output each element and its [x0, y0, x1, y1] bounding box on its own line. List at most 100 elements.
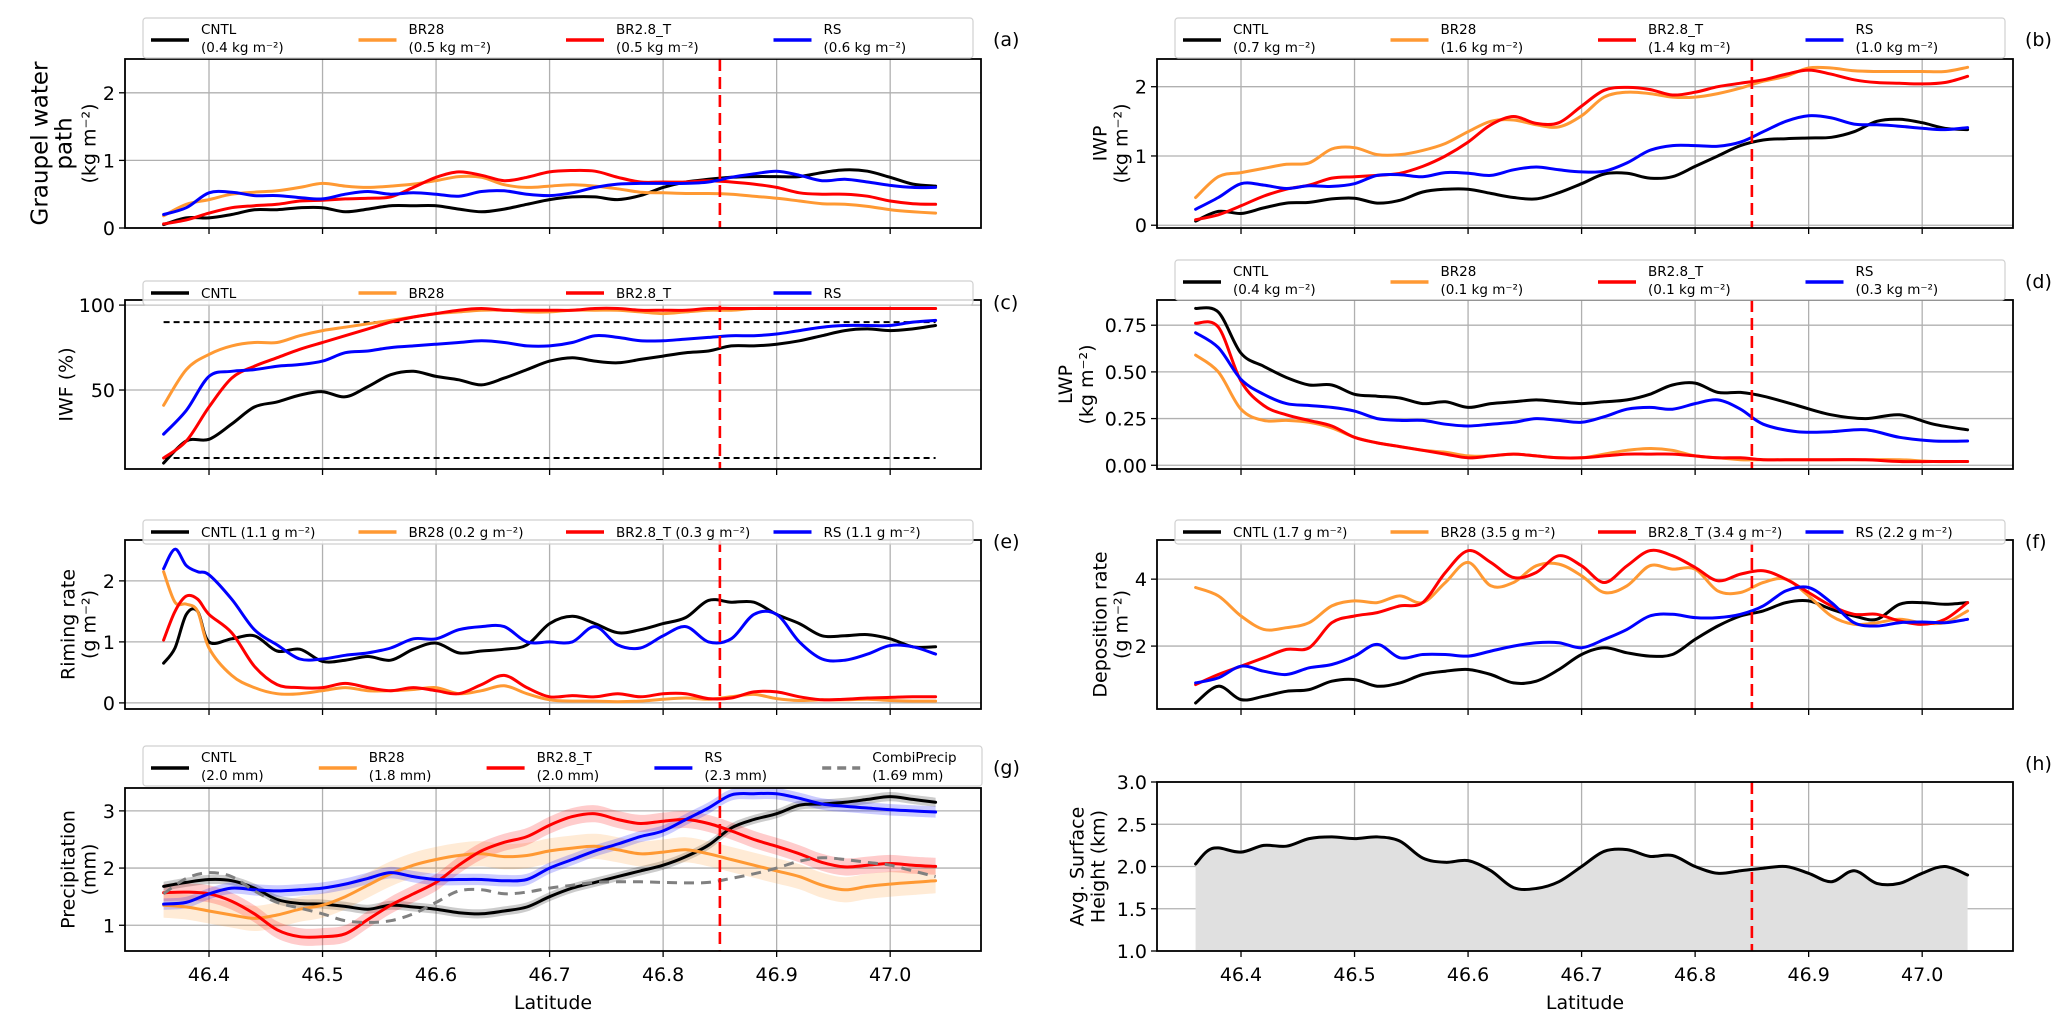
legend-label: CombiPrecip: [872, 750, 956, 766]
axes-frame: [124, 787, 982, 952]
legend-item: CNTL (0.4 kg m⁻²): [1183, 264, 1316, 298]
y-axis-label-line: LWP: [1055, 365, 1077, 404]
legend-label: BR28: [409, 286, 445, 302]
legend-item: BR28 (1.6 kg m⁻²): [1390, 22, 1524, 56]
legend-label: RS: [824, 22, 842, 38]
y-axis-label-line: Avg. Surface: [1067, 807, 1089, 927]
legend-detail: (0.5 kg m⁻²): [616, 40, 699, 56]
y-axis-label-line: (g m⁻²): [79, 590, 101, 659]
x-axis-label: Latitude: [1546, 992, 1624, 1014]
panel-label: (h): [2025, 753, 2052, 775]
y-axis-label-line: (mm): [79, 844, 101, 896]
legend-detail: (0.3 kg m⁻²): [1856, 282, 1939, 298]
x-tick-label: 47.0: [1901, 964, 1943, 986]
legend-item: BR2.8_T (2.0 mm): [486, 750, 600, 784]
legend-label: BR28: [1441, 264, 1477, 280]
y-tick-label: 0.75: [1105, 315, 1147, 337]
legend-item: BR28 (0.2 g m⁻²): [358, 525, 523, 541]
legend-label: BR2.8_T: [537, 750, 593, 766]
series-line-cntl: [162, 324, 938, 465]
series-line-br28: [162, 570, 938, 704]
panel-c: 50 100 IWF (%) (c) CNTL BR28 BR2.8_T RS: [56, 280, 1018, 475]
x-tick-label: 46.7: [1560, 964, 1602, 986]
legend-item: CNTL (0.7 kg m⁻²): [1183, 22, 1316, 56]
panel-g: 46.4 46.5 46.6 46.7 46.8 46.9 47.0 1 2 3 Latitude P…: [58, 745, 1020, 1014]
y-tick-label: 2: [103, 83, 115, 105]
legend-detail: (1.0 kg m⁻²): [1856, 40, 1939, 56]
y-tick-label: 1: [1135, 146, 1147, 168]
series-line-rs: [1194, 114, 1970, 211]
y-axis-label: IWF (%): [56, 347, 78, 421]
legend-detail: (2.0 mm): [537, 768, 600, 784]
panel-label: (e): [993, 531, 1020, 553]
panel-label: (c): [993, 292, 1018, 314]
series-line-combiprecip: [162, 856, 936, 924]
y-tick-label: 2: [103, 571, 115, 593]
y-tick-label: 1.0: [1117, 941, 1147, 963]
y-axis-label: Avg. SurfaceHeight (km): [1067, 807, 1110, 927]
y-tick-label: 3: [103, 801, 115, 823]
x-tick-label: 47.0: [869, 964, 911, 986]
legend-item: BR2.8_T (1.4 kg m⁻²): [1598, 22, 1731, 56]
legend-detail: (1.69 mm): [872, 768, 943, 784]
y-axis-label-line: (g m⁻²): [1111, 590, 1133, 659]
legend-box: [142, 17, 974, 59]
y-tick-label: 1: [103, 150, 115, 172]
x-tick-label: 46.5: [1333, 964, 1375, 986]
legend-box: [1174, 17, 2006, 59]
x-tick-label: 46.8: [1674, 964, 1716, 986]
y-tick-label: 1: [103, 632, 115, 654]
series-line-br28: [1194, 560, 1970, 632]
y-tick-label: 2: [1135, 636, 1147, 658]
x-tick-label: 46.9: [755, 964, 797, 986]
legend-detail: (1.6 kg m⁻²): [1441, 40, 1524, 56]
legend-box: [142, 280, 974, 306]
series-line-br2-8-t: [1194, 68, 1970, 222]
axes-frame: [1156, 58, 2014, 229]
plot-area: [162, 300, 938, 469]
legend-item: CNTL (1.1 g m⁻²): [151, 525, 315, 541]
legend-label: BR2.8_T: [616, 22, 672, 38]
y-tick-label: 4: [1135, 569, 1147, 591]
panel-label: (b): [2025, 29, 2052, 51]
y-axis-label-line: Deposition rate: [1090, 551, 1112, 697]
y-axis-label-line: IWF (%): [56, 347, 78, 421]
y-tick-label: 0: [1135, 215, 1147, 237]
axes-frame: [124, 539, 982, 710]
y-axis-label-line: path: [52, 117, 78, 169]
legend-label: CNTL: [1233, 22, 1269, 38]
legend-item: RS (2.2 g m⁻²): [1805, 525, 1953, 541]
y-axis-label-line: (kg m⁻²): [1076, 344, 1098, 424]
panel-d: 0.00 0.25 0.50 0.75 LWP(kg m⁻²) (d) CNTL (0.4 k…: [1055, 259, 2052, 477]
legend: CNTL (0.4 kg m⁻²) BR28 (0.1 kg m⁻²) BR2.8_T (…: [1174, 259, 2006, 301]
series-line-cntl: [162, 795, 938, 916]
legend-item: CNTL: [151, 286, 237, 302]
y-axis-label: LWP(kg m⁻²): [1055, 344, 1098, 424]
panel-label: (d): [2025, 271, 2052, 293]
legend-detail: (0.1 kg m⁻²): [1648, 282, 1731, 298]
legend-item: BR28 (1.8 mm): [318, 750, 431, 784]
legend-detail: (1.4 kg m⁻²): [1648, 40, 1731, 56]
grid: [1157, 59, 2013, 228]
legend-box: [1174, 519, 2006, 545]
plot-area: [1194, 59, 1970, 228]
grid: [125, 540, 981, 709]
series-line-rs: [162, 547, 938, 663]
x-tick-label: 46.8: [642, 964, 684, 986]
series-line-cntl: [1194, 598, 1970, 705]
panel-label: (f): [2025, 531, 2047, 553]
y-axis-label-line: IWP: [1090, 126, 1112, 162]
legend-label: CNTL (1.1 g m⁻²): [201, 525, 315, 541]
y-tick-label: 3.0: [1117, 772, 1147, 794]
y-tick-label: 1.5: [1117, 899, 1147, 921]
plot-area: [1194, 540, 1970, 709]
legend: CNTL (0.7 kg m⁻²) BR28 (1.6 kg m⁻²) BR2.8_T (…: [1174, 17, 2006, 59]
legend-label: CNTL: [201, 22, 237, 38]
x-tick-label: 46.6: [415, 964, 457, 986]
legend-item: RS (1.0 kg m⁻²): [1805, 22, 1939, 56]
legend-label: BR2.8_T: [616, 286, 672, 302]
